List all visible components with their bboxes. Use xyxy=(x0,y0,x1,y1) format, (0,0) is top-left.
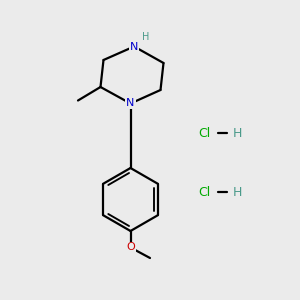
Text: Cl: Cl xyxy=(198,127,210,140)
Text: H: H xyxy=(232,185,242,199)
Text: O: O xyxy=(126,242,135,253)
Text: N: N xyxy=(130,41,138,52)
Text: H: H xyxy=(232,127,242,140)
Text: H: H xyxy=(142,32,150,43)
Text: Cl: Cl xyxy=(198,185,210,199)
Text: N: N xyxy=(126,98,135,109)
